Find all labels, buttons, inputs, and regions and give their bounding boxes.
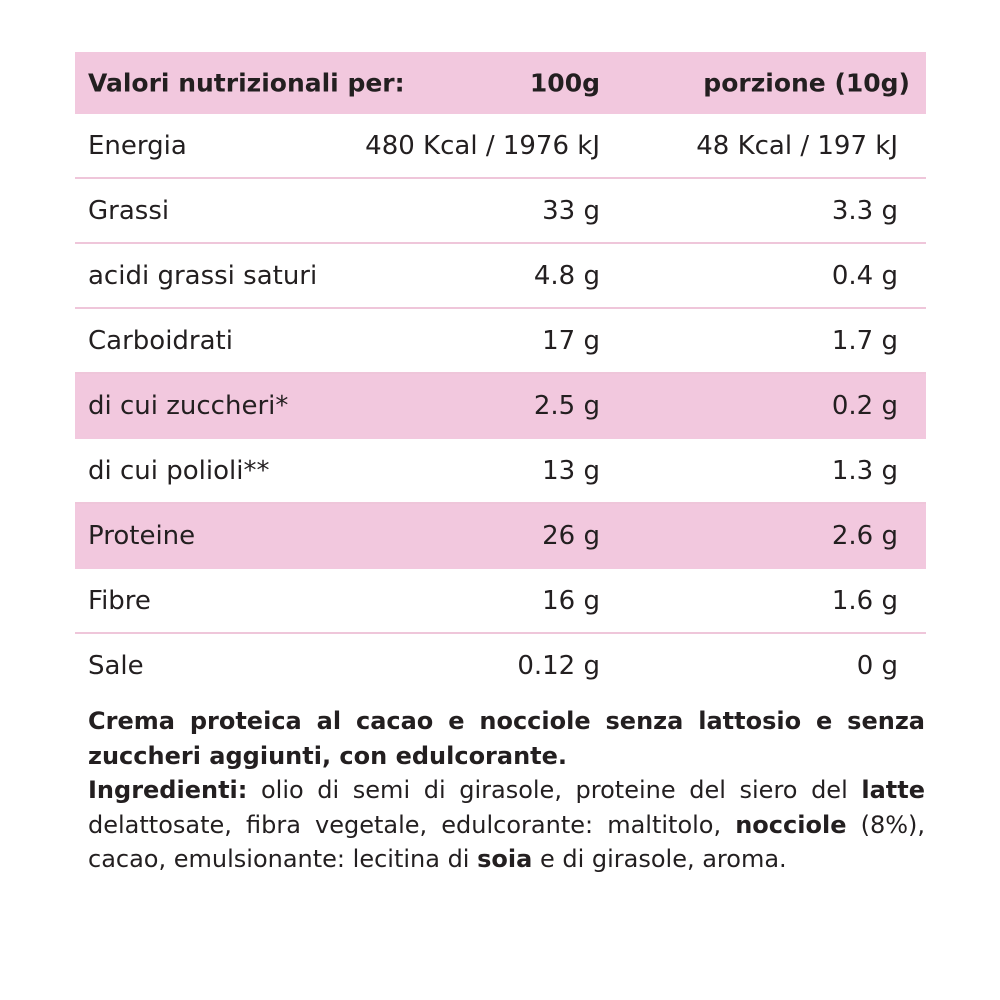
value-100g: 26 g — [542, 520, 600, 551]
table-row: di cui zuccheri* 2.5 g 0.2 g — [75, 374, 926, 439]
value-100g: 4.8 g — [533, 260, 600, 291]
nutrient-name: di cui polioli** — [88, 455, 270, 486]
allergen: soia — [477, 845, 533, 873]
product-description: Crema proteica al cacao e nocciole senza… — [88, 704, 925, 877]
nutrient-name: Sale — [88, 650, 144, 681]
ingredients-text: e di girasole, aroma. — [532, 845, 787, 873]
ingredients-text: (8%), cacao, emulsionante: lecitina di — [88, 810, 926, 874]
value-100g: 17 g — [542, 325, 600, 356]
value-100g: 33 g — [542, 195, 600, 226]
header-portion: porzione (10g) — [703, 68, 910, 98]
value-portion: 1.6 g — [831, 585, 898, 616]
value-portion: 1.3 g — [831, 455, 898, 486]
value-portion: 2.6 g — [831, 520, 898, 551]
ingredients-text: delattosate, fibra vegetale, edulcorante… — [88, 810, 736, 839]
header-100g: 100g — [529, 68, 600, 98]
nutrient-name: Energia — [88, 130, 187, 161]
nutrient-name: acidi grassi saturi — [88, 260, 318, 291]
allergen: nocciole — [735, 810, 847, 839]
value-portion: 0 g — [856, 650, 898, 681]
value-portion: 0.2 g — [831, 390, 898, 421]
nutrient-name: Fibre — [88, 585, 151, 616]
table-row: Carboidrati 17 g 1.7 g — [75, 309, 926, 374]
value-portion: 48 Kcal / 197 kJ — [696, 130, 898, 161]
value-100g: 480 Kcal / 1976 kJ — [365, 130, 600, 161]
allergen: latte — [861, 776, 925, 804]
table-row: di cui polioli** 13 g 1.3 g — [75, 439, 926, 504]
nutrient-name: Carboidrati — [88, 325, 233, 356]
table-row: Energia 480 Kcal / 1976 kJ 48 Kcal / 197 k… — [75, 114, 926, 179]
header-label: Valori nutrizionali per: — [88, 68, 405, 98]
table-row: Fibre 16 g 1.6 g — [75, 569, 926, 634]
value-100g: 16 g — [542, 585, 600, 616]
table-row: Proteine 26 g 2.6 g — [75, 504, 926, 569]
table-row: Grassi 33 g 3.3 g — [75, 179, 926, 244]
nutrient-name: di cui zuccheri* — [88, 390, 289, 421]
value-100g: 0.12 g — [517, 650, 600, 681]
table-row: acidi grassi saturi 4.8 g 0.4 g — [75, 244, 926, 309]
description-title: Crema proteica al cacao e nocciole senza… — [88, 707, 925, 770]
value-100g: 13 g — [542, 455, 600, 486]
value-portion: 0.4 g — [831, 260, 898, 291]
value-portion: 3.3 g — [831, 195, 898, 226]
table-row: Sale 0.12 g 0 g — [75, 634, 926, 697]
ingredients-text: olio di semi di girasole, proteine del s… — [247, 776, 862, 804]
value-portion: 1.7 g — [831, 325, 898, 356]
nutrition-table: Valori nutrizionali per: 100g porzione (… — [75, 52, 926, 697]
nutrient-name: Proteine — [88, 520, 196, 551]
value-100g: 2.5 g — [533, 390, 600, 421]
ingredients-label: Ingredienti: — [88, 776, 248, 804]
nutrient-name: Grassi — [88, 195, 170, 226]
table-header: Valori nutrizionali per: 100g porzione (… — [75, 52, 926, 114]
